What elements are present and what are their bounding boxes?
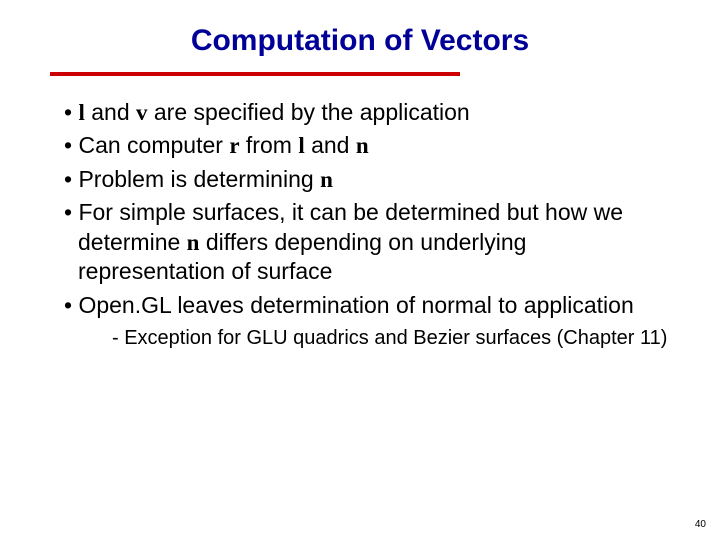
bullet-item: Open.GL leaves determination of normal t… bbox=[50, 291, 670, 320]
vector-symbol: n bbox=[320, 167, 333, 192]
bullet-text: Exception for GLU quadrics and Bezier su… bbox=[124, 327, 667, 349]
slide-title: Computation of Vectors bbox=[50, 24, 670, 58]
bullet-text: Open.GL leaves determination of normal t… bbox=[78, 292, 633, 318]
bullet-text: and bbox=[85, 99, 136, 125]
bullet-text: and bbox=[305, 132, 356, 158]
title-underline bbox=[50, 72, 460, 76]
bullet-text: from bbox=[240, 132, 299, 158]
bullet-item: For simple surfaces, it can be determine… bbox=[50, 198, 670, 286]
sub-bullet-item: Exception for GLU quadrics and Bezier su… bbox=[50, 326, 670, 352]
bullet-text: are specified by the application bbox=[148, 99, 470, 125]
vector-symbol: n bbox=[187, 230, 200, 255]
bullet-item: Can computer r from l and n bbox=[50, 131, 670, 160]
bullet-text: Can computer bbox=[78, 132, 229, 158]
bullet-list: l and v are specified by the application… bbox=[50, 98, 670, 352]
bullet-item: l and v are specified by the application bbox=[50, 98, 670, 127]
page-number: 40 bbox=[695, 519, 706, 530]
bullet-item: Problem is determining n bbox=[50, 165, 670, 194]
vector-symbol: v bbox=[136, 100, 148, 125]
vector-symbol: r bbox=[229, 133, 239, 158]
vector-symbol: n bbox=[356, 133, 369, 158]
bullet-text: Problem is determining bbox=[78, 166, 320, 192]
